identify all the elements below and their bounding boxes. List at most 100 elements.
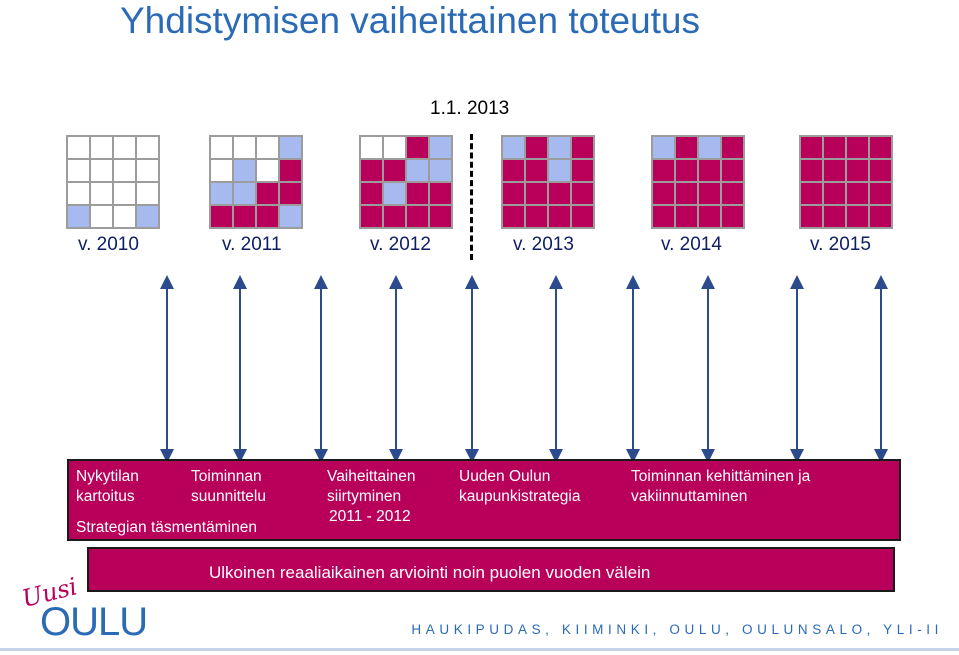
cell-light-blue xyxy=(503,137,524,158)
year-label-2014: v. 2014 xyxy=(661,234,722,255)
cell-magenta xyxy=(676,183,697,204)
cell-magenta xyxy=(407,206,428,227)
cell-empty xyxy=(91,206,112,227)
cell-light-blue xyxy=(549,137,570,158)
cell-magenta xyxy=(549,206,570,227)
double-arrow-icon xyxy=(314,275,328,463)
year-label-2013: v. 2013 xyxy=(513,234,574,255)
cell-magenta xyxy=(280,183,301,204)
page-title: Yhdistymisen vaiheittainen toteutus xyxy=(120,0,701,41)
double-arrow-icon xyxy=(549,275,563,463)
phase-development-line2: vakiinnuttaminen xyxy=(631,488,748,505)
cell-light-blue xyxy=(384,183,405,204)
logo-word: OULU xyxy=(40,600,147,640)
cell-light-blue xyxy=(68,206,89,227)
cell-magenta xyxy=(407,137,428,158)
cell-light-blue xyxy=(430,137,451,158)
cell-magenta xyxy=(407,183,428,204)
phase-strategy: Strategian täsmentäminen xyxy=(76,519,257,536)
grid-2010 xyxy=(66,135,160,229)
milestone-dashed-line xyxy=(470,134,473,260)
cell-empty xyxy=(91,137,112,158)
phase-transition-line2: siirtyminen xyxy=(327,488,402,505)
grid-2014 xyxy=(651,135,745,229)
cell-magenta xyxy=(526,183,547,204)
grid-2013 xyxy=(501,135,595,229)
cell-magenta xyxy=(653,160,674,181)
double-arrow-icon xyxy=(160,275,174,463)
phase-transition-line1: Vaiheittainen xyxy=(327,468,416,485)
cell-magenta xyxy=(847,206,868,227)
cell-light-blue xyxy=(280,206,301,227)
phase-development-line1: Toiminnan kehittäminen ja xyxy=(631,468,811,485)
cell-magenta xyxy=(824,160,845,181)
phase-current-state-line2: kartoitus xyxy=(76,488,135,505)
cell-magenta xyxy=(676,206,697,227)
cell-magenta xyxy=(384,206,405,227)
cell-magenta xyxy=(824,137,845,158)
cell-magenta xyxy=(870,206,891,227)
cell-magenta xyxy=(503,160,524,181)
phase-transition: Vaiheittainen siirtyminen 2011 - 2012 xyxy=(327,467,415,527)
double-arrow-icon xyxy=(233,275,247,463)
cell-empty xyxy=(91,183,112,204)
cell-magenta xyxy=(847,160,868,181)
double-arrow-icon xyxy=(874,275,888,463)
phase-transition-line3: 2011 - 2012 xyxy=(329,508,411,525)
cell-magenta xyxy=(234,206,255,227)
cell-magenta xyxy=(699,206,720,227)
cell-empty xyxy=(91,160,112,181)
grid-2012 xyxy=(359,135,453,229)
cell-empty xyxy=(114,183,135,204)
cell-empty xyxy=(137,160,158,181)
cell-magenta xyxy=(847,183,868,204)
cell-empty xyxy=(114,206,135,227)
cell-empty xyxy=(68,160,89,181)
cell-empty xyxy=(361,137,382,158)
cell-magenta xyxy=(847,137,868,158)
cell-empty xyxy=(137,183,158,204)
year-label-2011: v. 2011 xyxy=(222,234,282,255)
uusi-oulu-logo: Uusi OULU xyxy=(20,572,148,640)
cell-light-blue xyxy=(234,160,255,181)
cell-light-blue xyxy=(137,206,158,227)
cell-magenta xyxy=(572,137,593,158)
milestone-label: 1.1. 2013 xyxy=(430,98,510,119)
phase-development: Toiminnan kehittäminen ja vakiinnuttamin… xyxy=(631,467,810,507)
cell-magenta xyxy=(526,160,547,181)
phase-planning: Toiminnan suunnittelu xyxy=(191,467,266,507)
cell-magenta xyxy=(549,183,570,204)
cell-light-blue xyxy=(430,160,451,181)
cell-light-blue xyxy=(407,160,428,181)
cell-light-blue xyxy=(211,183,232,204)
cell-magenta xyxy=(257,206,278,227)
cell-magenta xyxy=(257,183,278,204)
cell-magenta xyxy=(526,206,547,227)
cell-magenta xyxy=(824,183,845,204)
cell-light-blue xyxy=(280,137,301,158)
cell-magenta xyxy=(699,160,720,181)
cell-empty xyxy=(257,137,278,158)
cell-light-blue xyxy=(699,137,720,158)
phase-city-strategy-line2: kaupunkistrategia xyxy=(459,488,581,505)
cell-empty xyxy=(211,160,232,181)
cell-magenta xyxy=(722,137,743,158)
phase-planning-line1: Toiminnan xyxy=(191,468,262,485)
phase-city-strategy-line1: Uuden Oulun xyxy=(459,468,551,485)
cell-empty xyxy=(68,183,89,204)
grid-2015 xyxy=(799,135,893,229)
cell-empty xyxy=(68,137,89,158)
footer-line xyxy=(0,648,959,651)
cell-magenta xyxy=(384,160,405,181)
double-arrow-icon xyxy=(389,275,403,463)
cell-magenta xyxy=(503,206,524,227)
year-label-2010: v. 2010 xyxy=(78,234,139,255)
double-arrow-icon xyxy=(465,275,479,463)
cell-magenta xyxy=(572,206,593,227)
cell-empty xyxy=(384,137,405,158)
grid-2011 xyxy=(209,135,303,229)
cell-magenta xyxy=(676,160,697,181)
cell-empty xyxy=(137,137,158,158)
double-arrow-icon xyxy=(790,275,804,463)
footer-municipalities: HAUKIPUDAS, KIIMINKI, OULU, OULUNSALO, Y… xyxy=(411,622,943,637)
